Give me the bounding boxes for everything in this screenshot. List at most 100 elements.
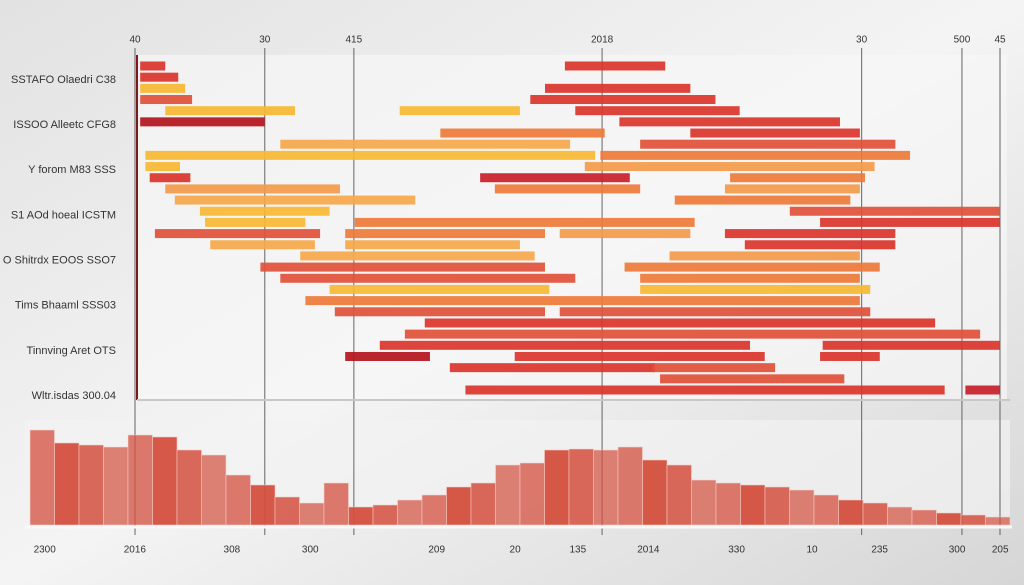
histogram-bar: [936, 512, 962, 526]
range-bar: [744, 240, 896, 250]
range-bar: [564, 61, 666, 71]
x-tick-label: 2014: [637, 545, 660, 556]
range-bar: [584, 162, 875, 172]
y-category-label: S1 AOd hoeal ICSTM: [11, 209, 116, 221]
range-bar: [199, 206, 330, 216]
histogram-bar: [225, 474, 251, 526]
histogram-bar: [127, 434, 153, 526]
range-bar: [404, 329, 981, 339]
range-bar: [165, 184, 341, 194]
histogram-bar: [642, 459, 668, 526]
range-bar: [559, 229, 691, 239]
x-tick-label: 205: [992, 545, 1009, 556]
x-tick-label: 308: [224, 545, 241, 556]
histogram-bar: [348, 506, 374, 526]
range-bar: [154, 229, 321, 239]
y-category-label: Y forom M83 SSS: [28, 164, 116, 176]
histogram-bar: [985, 516, 1011, 526]
histogram-bar: [446, 486, 472, 526]
range-bar: [619, 117, 840, 127]
x-tick-label: 330: [728, 545, 745, 556]
x-tick-label: 235: [871, 545, 888, 556]
histogram-bar: [152, 436, 178, 526]
y-category-label: Wltr.isdas 300.04: [32, 390, 116, 402]
histogram-bar: [862, 502, 888, 526]
range-bar: [690, 128, 860, 138]
range-bar: [260, 262, 546, 272]
range-bar: [575, 106, 740, 116]
range-bar: [165, 106, 296, 116]
range-bar: [640, 284, 871, 294]
range-bar: [674, 195, 851, 205]
range-bar: [820, 351, 880, 361]
histogram-bar: [593, 449, 619, 526]
range-bar: [449, 363, 655, 373]
histogram-bar: [568, 448, 594, 526]
x-tick-label: 45: [994, 35, 1006, 46]
x-tick-label: 10: [806, 545, 818, 556]
range-bar: [145, 150, 596, 160]
range-bar: [440, 128, 605, 138]
range-bar: [652, 363, 776, 373]
histogram-bar: [960, 514, 986, 526]
y-category-label: O Shitrdx EOOS SSO7: [3, 254, 116, 266]
range-bar: [280, 273, 576, 283]
histogram-bar: [54, 442, 80, 526]
bar-layer: [29, 61, 1011, 526]
range-bar: [300, 251, 535, 261]
range-bar: [140, 83, 186, 93]
y-category-label: Tims Bhaaml SSS03: [15, 300, 116, 312]
histogram-bar: [691, 479, 717, 526]
range-bar: [140, 95, 193, 105]
x-tick-label: 209: [428, 545, 445, 556]
range-bar: [600, 150, 911, 160]
range-bar: [140, 61, 166, 71]
range-bar: [149, 173, 191, 183]
range-bar: [559, 307, 871, 317]
range-bar: [280, 139, 571, 149]
histogram-bar: [103, 446, 129, 526]
range-bar: [174, 195, 416, 205]
range-bar: [820, 217, 1000, 227]
range-bar: [494, 184, 641, 194]
range-bar: [399, 106, 520, 116]
range-bar: [465, 385, 945, 395]
x-tick-label: 135: [569, 545, 586, 556]
range-bar: [724, 229, 896, 239]
x-tick-label: 40: [129, 35, 141, 46]
histogram-bar: [495, 464, 521, 526]
histogram-bar: [421, 494, 447, 526]
range-bar: [424, 318, 936, 328]
x-tick-label: 2016: [124, 545, 147, 556]
range-bar: [329, 284, 550, 294]
range-bar: [730, 173, 866, 183]
range-bar: [545, 83, 691, 93]
histogram-bar: [323, 482, 349, 526]
histogram-bar: [397, 499, 423, 526]
histogram-bar: [813, 494, 839, 526]
range-bar: [789, 206, 1000, 216]
range-bar: [345, 240, 520, 250]
histogram-bar: [274, 496, 300, 526]
x-tick-label: 300: [302, 545, 319, 556]
y-category-label: Tinnving Aret OTS: [27, 345, 116, 357]
histogram-bar: [78, 444, 104, 526]
histogram-bar: [715, 482, 741, 526]
histogram-bar: [789, 489, 815, 526]
histogram-bar: [519, 462, 545, 526]
x-tick-label: 30: [856, 35, 868, 46]
histogram-bar: [666, 464, 692, 526]
histogram-bar: [250, 484, 276, 526]
text-layer: 40 30 415 2018 30 500 45 SSTAFO Olaedri C38 ISSO…: [3, 35, 1009, 556]
histogram-bar: [470, 482, 496, 526]
histogram-bar: [887, 506, 913, 526]
histogram-bar: [299, 502, 325, 526]
range-bar: [205, 217, 306, 227]
range-bar: [669, 251, 860, 261]
x-tick-label: 300: [949, 545, 966, 556]
range-bar: [624, 262, 880, 272]
range-bar: [514, 351, 765, 361]
range-bar: [640, 273, 860, 283]
range-bar: [965, 385, 1000, 395]
